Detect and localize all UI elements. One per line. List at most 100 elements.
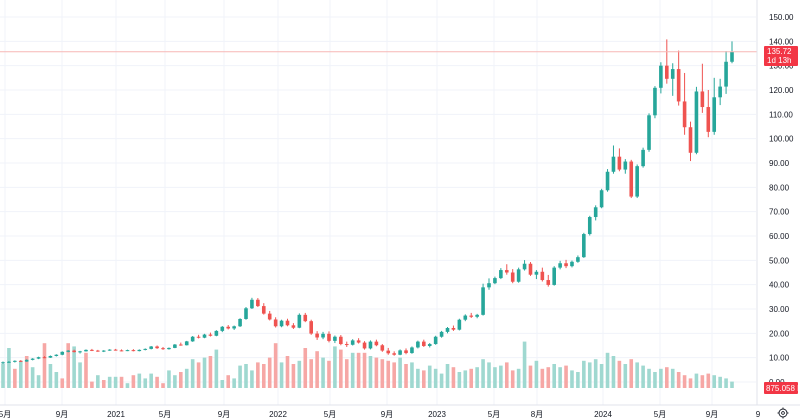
candle[interactable] [107,349,112,351]
candle[interactable] [149,345,153,350]
candle[interactable] [362,341,367,350]
candle[interactable] [60,351,65,356]
candle[interactable] [730,41,734,64]
candlestick-series[interactable] [1,39,734,364]
candle[interactable] [368,340,373,350]
candle[interactable] [445,327,450,334]
candle[interactable] [161,346,165,350]
candle[interactable] [13,360,17,363]
candle[interactable] [386,347,391,355]
candle[interactable] [119,349,124,352]
candle[interactable] [42,356,47,359]
candle[interactable] [202,333,207,339]
candle[interactable] [665,39,669,84]
candle[interactable] [96,349,100,352]
candle[interactable] [131,349,136,352]
candle[interactable] [309,319,313,335]
candle[interactable] [113,348,118,351]
candle[interactable] [238,318,242,328]
candle[interactable] [54,354,59,357]
candle[interactable] [712,77,717,135]
candle[interactable] [481,283,485,316]
candle[interactable] [48,355,53,358]
candle[interactable] [339,335,343,346]
candle[interactable] [587,215,592,236]
candle[interactable] [522,260,527,271]
candle[interactable] [297,313,302,329]
candle[interactable] [457,318,462,331]
candle[interactable] [184,340,189,346]
candle[interactable] [623,159,628,174]
candle[interactable] [451,325,456,331]
candle[interactable] [540,267,545,282]
candle[interactable] [356,338,361,344]
candle[interactable] [125,349,130,352]
candle[interactable] [232,325,236,330]
candle[interactable] [155,345,159,349]
candle[interactable] [179,342,183,346]
candle[interactable] [493,276,497,285]
candle[interactable] [469,312,474,319]
candle[interactable] [706,90,711,138]
candle[interactable] [101,350,106,353]
candle[interactable] [267,310,272,321]
candle[interactable] [321,331,325,340]
candle[interactable] [487,278,491,290]
candle[interactable] [7,361,11,363]
candle[interactable] [653,86,657,119]
candle[interactable] [670,63,675,96]
candle[interactable] [410,346,414,354]
candle[interactable] [439,330,444,338]
candle[interactable] [398,349,402,356]
candle[interactable] [137,349,142,352]
candle[interactable] [552,266,556,286]
candle[interactable] [1,361,5,364]
candle[interactable] [516,267,521,283]
candle[interactable] [688,121,693,162]
candle[interactable] [659,62,663,94]
candle[interactable] [617,148,622,172]
candle[interactable] [576,255,580,263]
candle[interactable] [78,350,82,354]
candle[interactable] [422,339,426,347]
candle[interactable] [582,232,586,258]
candle[interactable] [570,260,574,268]
candle[interactable] [558,260,562,270]
candle[interactable] [250,297,254,309]
candle[interactable] [327,331,331,343]
candle[interactable] [605,169,610,192]
candle[interactable] [718,78,722,106]
candle[interactable] [724,51,728,94]
candle[interactable] [416,340,420,349]
candle[interactable] [564,259,568,269]
candle[interactable] [261,303,266,315]
gear-icon[interactable] [777,407,789,419]
candle[interactable] [350,339,355,346]
candle[interactable] [220,326,225,333]
candle[interactable] [528,262,533,276]
candle[interactable] [315,331,319,340]
candle[interactable] [72,349,76,353]
candle[interactable] [333,335,337,344]
candle[interactable] [534,270,539,280]
candle[interactable] [404,348,408,355]
candle[interactable] [427,343,432,348]
candle[interactable] [629,159,634,199]
candle[interactable] [256,298,260,308]
candle[interactable] [36,356,41,360]
candle[interactable] [167,347,171,350]
candle[interactable] [24,359,29,362]
candle[interactable] [244,307,248,320]
candle[interactable] [196,334,201,339]
candle[interactable] [291,323,296,329]
candle[interactable] [380,344,385,352]
candle[interactable] [433,335,438,345]
candle[interactable] [694,86,699,155]
candle[interactable] [463,314,468,322]
candle[interactable] [90,348,94,352]
candle[interactable] [504,264,509,275]
candle[interactable] [647,113,651,152]
candle[interactable] [499,268,503,280]
candle[interactable] [593,205,598,221]
